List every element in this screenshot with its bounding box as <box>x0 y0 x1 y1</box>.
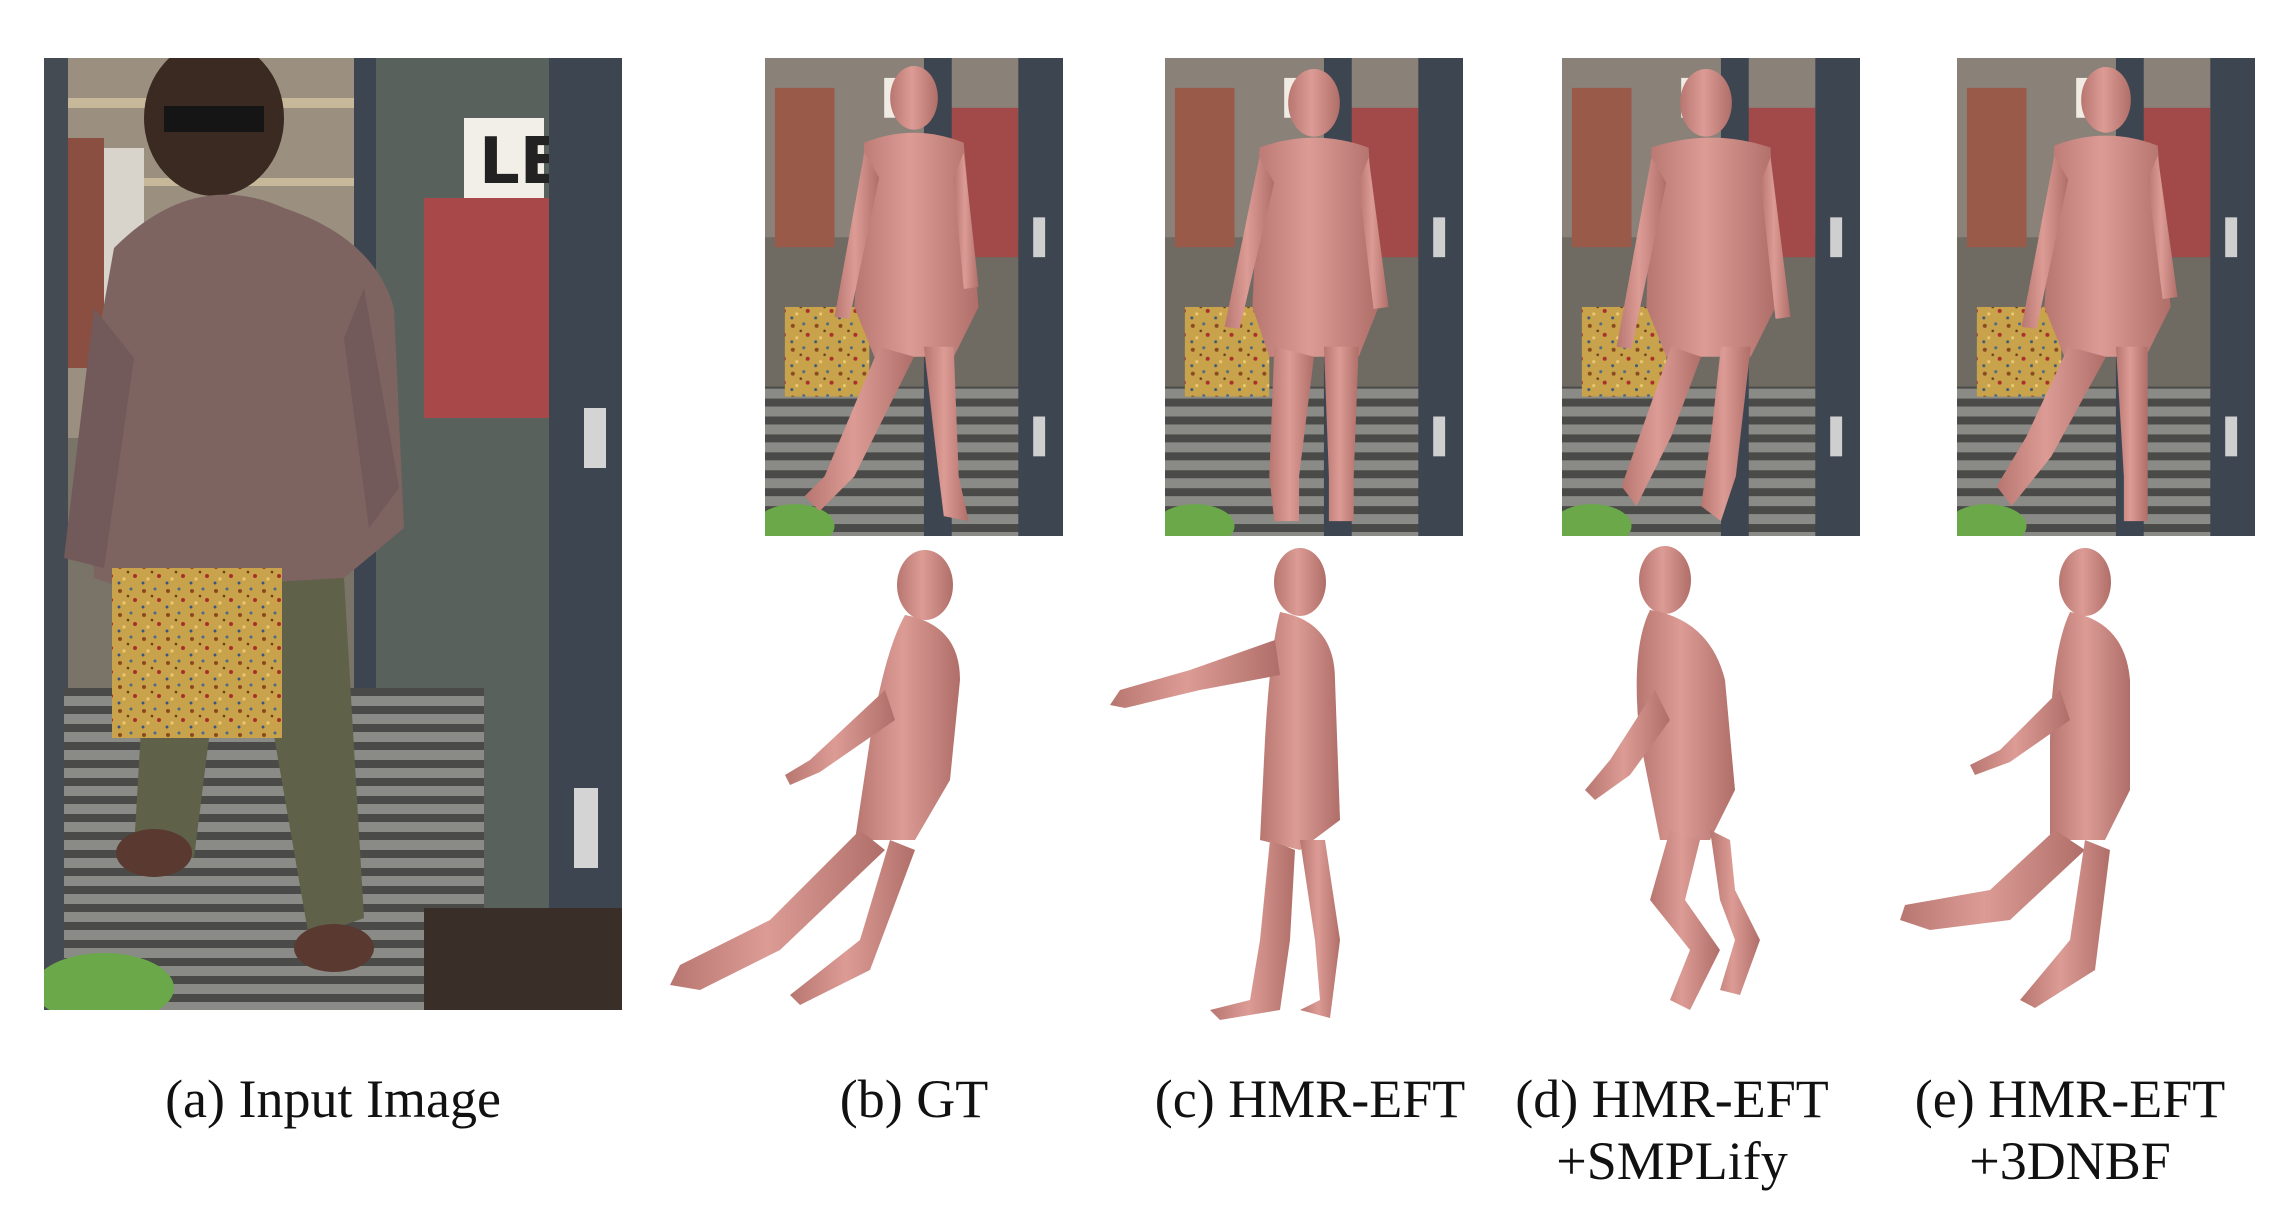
smplify-side-view-mesh <box>1560 540 1860 1020</box>
hmr-eft-overlay-image <box>1165 58 1463 536</box>
smplify-overlay-image <box>1562 58 1860 536</box>
caption-a-line1: (a) Input Image <box>165 1069 501 1129</box>
3dnbf-side-view-mesh <box>1880 540 2240 1020</box>
caption-e-line1: (e) HMR-EFT <box>1914 1069 2226 1129</box>
caption-d-line1: (d) HMR-EFT <box>1515 1069 1829 1129</box>
caption-b-line1: (b) GT <box>839 1069 989 1129</box>
caption-d-line2: +SMPLify <box>1556 1131 1788 1191</box>
caption-e-line2: +3DNBF <box>1969 1131 2171 1191</box>
caption-e: (e) HMR-EFT +3DNBF <box>1880 1068 2260 1192</box>
caption-a: (a) Input Image <box>44 1068 622 1130</box>
caption-c: (c) HMR-EFT <box>1090 1068 1530 1130</box>
caption-d: (d) HMR-EFT +SMPLify <box>1482 1068 1862 1192</box>
caption-c-line1: (c) HMR-EFT <box>1154 1069 1466 1129</box>
caption-b: (b) GT <box>735 1068 1093 1130</box>
input-image: LE <box>44 58 622 1010</box>
3dnbf-overlay-image <box>1957 58 2255 536</box>
hmr-eft-side-view-mesh <box>1100 540 1380 1020</box>
gt-overlay-image <box>765 58 1063 536</box>
gt-side-view-mesh <box>660 540 1000 1020</box>
